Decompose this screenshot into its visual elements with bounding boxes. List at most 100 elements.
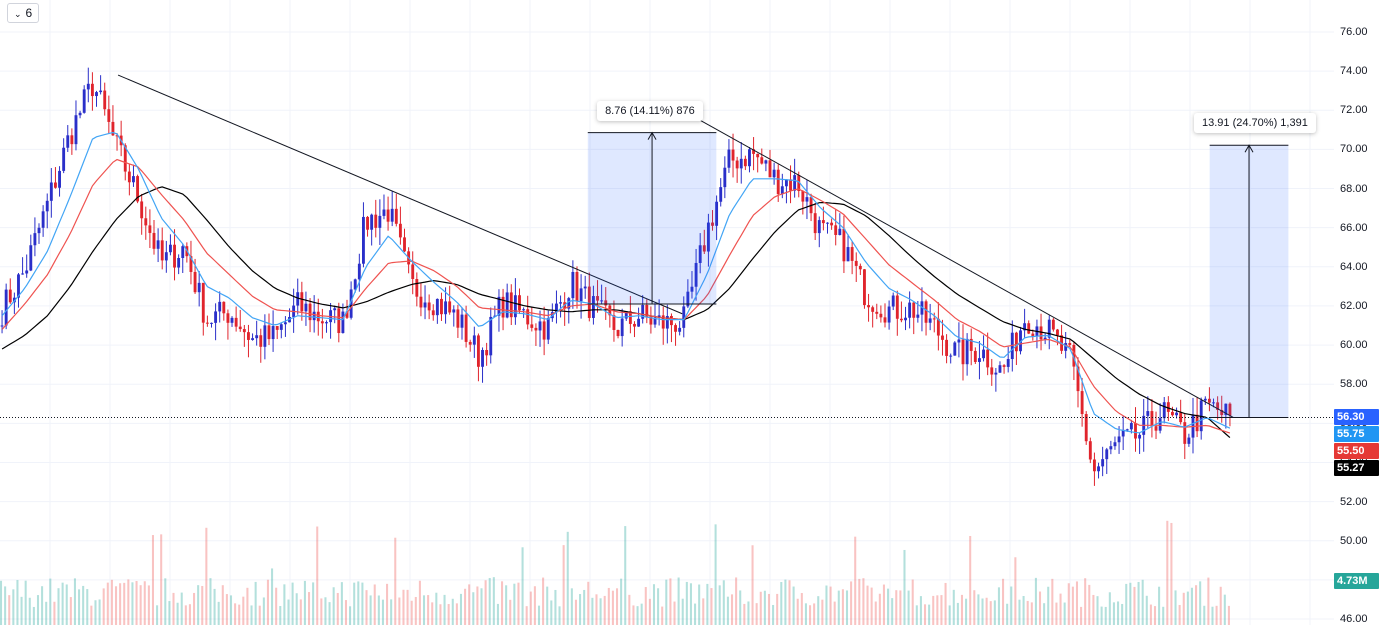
- candle-body: [1023, 323, 1027, 331]
- candle-body: [505, 292, 509, 318]
- measurement-arrow-head: [1244, 144, 1254, 153]
- volume-bar: [850, 581, 853, 625]
- candle-body: [452, 309, 456, 313]
- volume-bar: [537, 605, 541, 625]
- interval-selector[interactable]: ⌄ 6: [7, 3, 40, 23]
- volume-bar: [1084, 578, 1087, 625]
- measurement-label[interactable]: 8.76 (14.11%) 876: [597, 100, 703, 121]
- volume-bar: [997, 587, 1000, 625]
- volume-bar: [49, 578, 52, 625]
- candle-body: [58, 170, 61, 188]
- candle-body: [41, 211, 45, 228]
- candle-body: [559, 302, 562, 304]
- volume-bar: [788, 580, 791, 625]
- candle-body: [1187, 437, 1191, 444]
- volume-bar: [1026, 600, 1029, 625]
- volume-bar: [246, 587, 249, 625]
- volume-bar: [661, 606, 664, 625]
- volume-bar: [271, 568, 274, 625]
- candle-body: [1117, 436, 1121, 443]
- candle-body: [509, 292, 513, 318]
- candle-body: [1212, 402, 1215, 404]
- volume-bar: [969, 535, 972, 625]
- volume-bar: [1022, 596, 1025, 625]
- candle-body: [591, 296, 595, 318]
- candle-body: [476, 335, 480, 367]
- candle-body: [238, 326, 242, 330]
- candle-body: [575, 271, 579, 302]
- volume-bar: [501, 581, 504, 625]
- candle-body: [411, 264, 415, 280]
- candle-body: [390, 208, 394, 222]
- volume-bar: [1043, 603, 1046, 625]
- volume-bar: [669, 578, 672, 625]
- candle-body: [916, 314, 920, 318]
- volume-bar: [447, 604, 450, 625]
- price-axis-tick-label: 70.00: [1340, 143, 1368, 156]
- candle-body: [316, 311, 320, 322]
- candle-body: [140, 201, 144, 219]
- volume-bar: [755, 603, 758, 625]
- chart-pane[interactable]: ⌄ 6 8.76 (14.11%) 876 13.91 (24.70%) 1,39…: [0, 0, 1334, 625]
- candle-body: [115, 135, 119, 137]
- volume-bar: [574, 599, 577, 625]
- volume-bar: [714, 524, 717, 625]
- candle-body: [374, 214, 378, 228]
- candle-body: [460, 314, 464, 328]
- price-axis-tick-label: 68.00: [1340, 182, 1368, 195]
- volume-bar: [817, 596, 820, 625]
- volume-bar: [1170, 522, 1173, 625]
- volume-bar: [878, 593, 881, 625]
- volume-bar: [1088, 584, 1091, 625]
- candle-body: [320, 321, 324, 324]
- candle-body: [969, 338, 973, 351]
- trendline[interactable]: [117, 74, 683, 315]
- volume-bar: [944, 582, 947, 625]
- price-axis[interactable]: 76.00 74.00 72.00 70.00 68.00 66.00 64.00 62.00…: [1334, 0, 1394, 625]
- volume-bar: [1215, 605, 1218, 625]
- candle-body: [419, 296, 423, 308]
- candle-body: [546, 318, 550, 340]
- volume-bar: [451, 598, 454, 625]
- price-axis-tick-label: 58.00: [1340, 378, 1368, 391]
- volume-bar: [1092, 594, 1095, 625]
- volume-bar: [759, 591, 762, 625]
- candle-body: [1088, 441, 1092, 460]
- measurement-label[interactable]: 13.91 (24.70%) 1,391: [1194, 113, 1316, 134]
- candle-body: [226, 313, 230, 323]
- volume-bar: [184, 605, 187, 625]
- volume-bar: [837, 590, 840, 625]
- price-chart[interactable]: [0, 0, 1334, 625]
- candle-body: [382, 209, 386, 216]
- candle-body: [427, 302, 431, 311]
- candle-body: [296, 292, 300, 306]
- candle-body: [899, 318, 903, 321]
- volume-bar: [870, 587, 873, 625]
- candle-body: [674, 325, 677, 332]
- volume-bar: [940, 595, 943, 625]
- candle-body: [304, 303, 308, 312]
- candle-body: [887, 306, 891, 323]
- moving-average-fast-line: [1, 131, 1231, 434]
- volume-bar: [402, 589, 405, 625]
- trendline[interactable]: [681, 109, 1234, 418]
- volume-bar: [620, 578, 623, 625]
- volume-bar: [928, 604, 931, 625]
- volume-bar: [312, 582, 315, 625]
- candle-body: [702, 245, 706, 252]
- volume-bar: [98, 599, 101, 625]
- volume-bar: [1067, 583, 1070, 625]
- volume-bar: [562, 545, 565, 625]
- candle-body: [522, 309, 526, 311]
- volume-bar: [1158, 586, 1161, 625]
- volume-bar: [238, 604, 241, 625]
- candle-body: [1179, 412, 1183, 423]
- volume-bar: [1100, 606, 1103, 625]
- volume-bar: [496, 603, 499, 625]
- volume-bar: [1182, 592, 1185, 625]
- volume-bar: [213, 588, 216, 625]
- volume-bar: [160, 534, 163, 625]
- volume-bar: [932, 595, 935, 625]
- candle-body: [448, 301, 452, 313]
- volume-bar: [254, 581, 257, 625]
